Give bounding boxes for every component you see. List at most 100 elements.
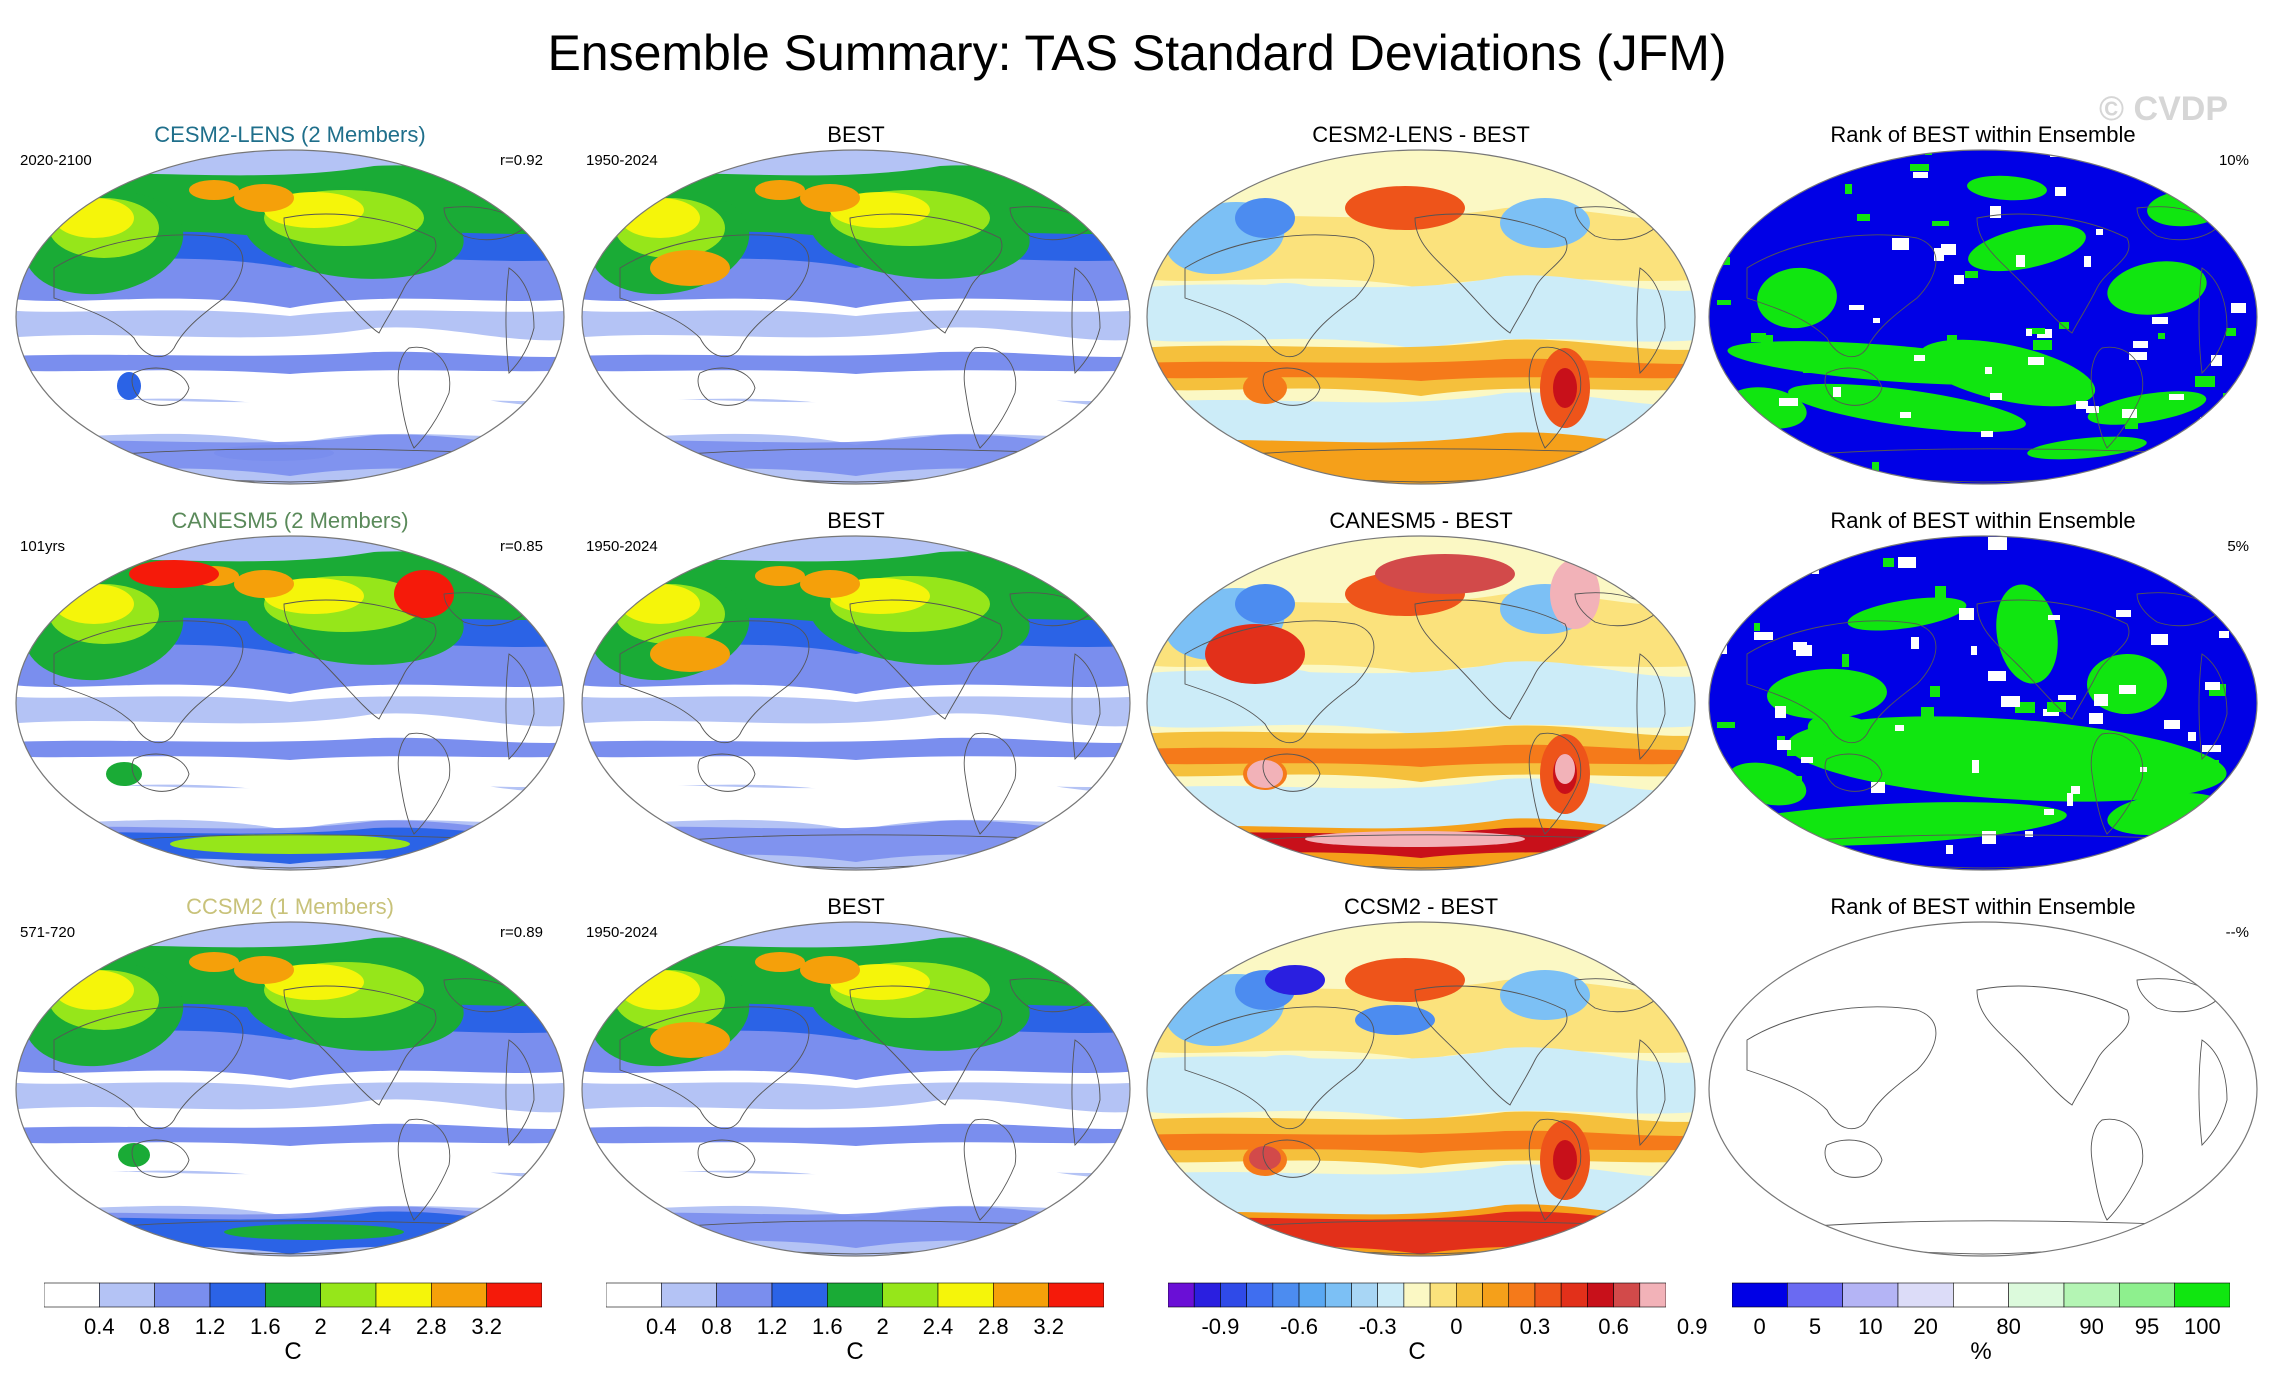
colorbar-tick-label: -0.9 bbox=[1201, 1314, 1240, 1339]
colorbar-tick-label: 2.8 bbox=[978, 1314, 1009, 1339]
colorbar-tick-label: 0 bbox=[1450, 1314, 1463, 1339]
pattern-correlation: r=0.92 bbox=[500, 152, 543, 169]
colorbar-swatch bbox=[1220, 1282, 1247, 1308]
colorbar-tick-label: 0.8 bbox=[701, 1314, 732, 1339]
map-diff-row3 bbox=[1146, 921, 1696, 1257]
colorbar-tick-label: 0.8 bbox=[139, 1314, 170, 1339]
map-field bbox=[1147, 536, 1695, 870]
map-field bbox=[1709, 922, 2257, 1256]
map-rank-row2 bbox=[1708, 535, 2258, 871]
map-border bbox=[1146, 921, 1696, 1257]
colorbar-tick-label: -0.3 bbox=[1358, 1314, 1397, 1339]
colorbar-tick-label: 2 bbox=[876, 1314, 889, 1339]
period-label: 2020-2100 bbox=[20, 152, 92, 169]
period-label: 1950-2024 bbox=[586, 538, 658, 555]
colorbar-unit: C bbox=[1408, 1338, 1426, 1365]
colorbar-swatch bbox=[937, 1282, 994, 1308]
panel-title: Rank of BEST within Ensemble bbox=[1830, 894, 2136, 919]
colorbar-swatch bbox=[1508, 1282, 1536, 1308]
colorbar-tick-label: 0 bbox=[1753, 1314, 1766, 1339]
map-border bbox=[15, 535, 565, 871]
colorbar-swatch bbox=[1377, 1282, 1405, 1308]
colorbar-swatch bbox=[1298, 1282, 1326, 1308]
colorbar-swatch bbox=[1897, 1282, 1954, 1308]
colorbar-swatch bbox=[1193, 1282, 1221, 1308]
map-diff-row1 bbox=[1146, 149, 1696, 485]
colorbar-swatch bbox=[1787, 1282, 1843, 1308]
colorbar-swatch bbox=[1324, 1282, 1352, 1308]
colorbar-tick-label: 100 bbox=[2183, 1314, 2221, 1339]
colorbar-swatch bbox=[2174, 1282, 2230, 1308]
map-field bbox=[16, 922, 564, 1256]
colorbar-swatch bbox=[1842, 1282, 1899, 1308]
map-obs-row1 bbox=[581, 149, 1131, 485]
colorbar-swatch bbox=[1246, 1282, 1274, 1308]
colorbar-tick-label: 3.2 bbox=[1033, 1314, 1064, 1339]
colorbar-swatch bbox=[993, 1282, 1049, 1308]
panel-title: BEST bbox=[827, 508, 885, 533]
colorbar-tick-label: 1.2 bbox=[194, 1314, 226, 1339]
colorbar-tick-label: 1.6 bbox=[812, 1314, 843, 1339]
period-label: 101yrs bbox=[20, 538, 66, 555]
colorbar-swatch bbox=[1429, 1282, 1457, 1308]
panel-title: Rank of BEST within Ensemble bbox=[1830, 122, 2136, 147]
period-label: 1950-2024 bbox=[586, 152, 658, 169]
colorbar-swatch bbox=[716, 1282, 773, 1308]
colorbar-swatch bbox=[320, 1282, 377, 1308]
colorbar-swatch bbox=[1732, 1282, 1788, 1308]
colorbar-swatch bbox=[1168, 1282, 1195, 1308]
colorbar-swatch bbox=[1587, 1282, 1614, 1308]
colorbar-swatch bbox=[486, 1282, 542, 1308]
colorbar-swatch bbox=[771, 1282, 828, 1308]
colorbar-swatch bbox=[827, 1282, 883, 1308]
map-border bbox=[1708, 921, 2258, 1257]
colorbar-unit: % bbox=[1970, 1338, 1992, 1365]
map-model-row3 bbox=[15, 921, 565, 1257]
panel-title: CCSM2 (1 Members) bbox=[186, 894, 394, 919]
colorbar-tick-label: 1.6 bbox=[250, 1314, 281, 1339]
map-field bbox=[1147, 922, 1695, 1256]
colorbar-tick-label: 2.8 bbox=[416, 1314, 447, 1339]
colorbar-tick-label: -0.6 bbox=[1280, 1314, 1318, 1339]
colorbar-unit: C bbox=[846, 1338, 864, 1365]
panel-title: CCSM2 - BEST bbox=[1343, 894, 1499, 919]
colorbar-tick-label: 0.4 bbox=[646, 1314, 677, 1339]
colorbar-swatch bbox=[1351, 1282, 1378, 1308]
map-obs-row3 bbox=[581, 921, 1131, 1257]
colorbar-swatch bbox=[1613, 1282, 1641, 1308]
colorbar-tick-label: 1.2 bbox=[756, 1314, 788, 1339]
colorbar-swatch bbox=[661, 1282, 717, 1308]
map-rank-row1 bbox=[1708, 149, 2258, 485]
colorbar-swatch bbox=[265, 1282, 321, 1308]
map-model-row1 bbox=[15, 149, 565, 485]
rank-percent: --% bbox=[2225, 924, 2249, 941]
colorbar-swatch bbox=[606, 1282, 662, 1308]
rank-percent: 10% bbox=[2218, 152, 2249, 169]
map-field bbox=[582, 922, 1130, 1256]
map-field bbox=[16, 150, 564, 484]
map-border bbox=[581, 535, 1131, 871]
map-diff-row2 bbox=[1146, 535, 1696, 871]
colorbar-tick-label: 2 bbox=[314, 1314, 327, 1339]
map-field bbox=[582, 150, 1130, 484]
colorbar-sd_obs bbox=[606, 1282, 1104, 1308]
colorbar-swatch bbox=[1403, 1282, 1431, 1308]
colorbar-tick-label: 3.2 bbox=[471, 1314, 502, 1339]
colorbar-swatch bbox=[1639, 1282, 1666, 1308]
colorbar-swatch bbox=[1456, 1282, 1483, 1308]
map-border bbox=[1146, 535, 1696, 871]
colorbar-swatch bbox=[2063, 1282, 2120, 1308]
panel-title: CESM2-LENS - BEST bbox=[1312, 122, 1530, 147]
colorbar-swatch bbox=[2008, 1282, 2065, 1308]
colorbar-tick-label: 2.4 bbox=[922, 1314, 954, 1339]
pattern-correlation: r=0.85 bbox=[500, 538, 543, 555]
page-title: Ensemble Summary: TAS Standard Deviation… bbox=[547, 25, 1727, 81]
map-border bbox=[15, 149, 565, 485]
panel-title: BEST bbox=[827, 122, 885, 147]
map-field bbox=[1709, 536, 2257, 870]
period-label: 1950-2024 bbox=[586, 924, 658, 941]
colorbar-swatch bbox=[375, 1282, 432, 1308]
panel-title: CANESM5 - BEST bbox=[1329, 508, 1513, 533]
colorbar-tick-label: 10 bbox=[1858, 1314, 1883, 1339]
colorbar-tick-label: 20 bbox=[1913, 1314, 1938, 1339]
